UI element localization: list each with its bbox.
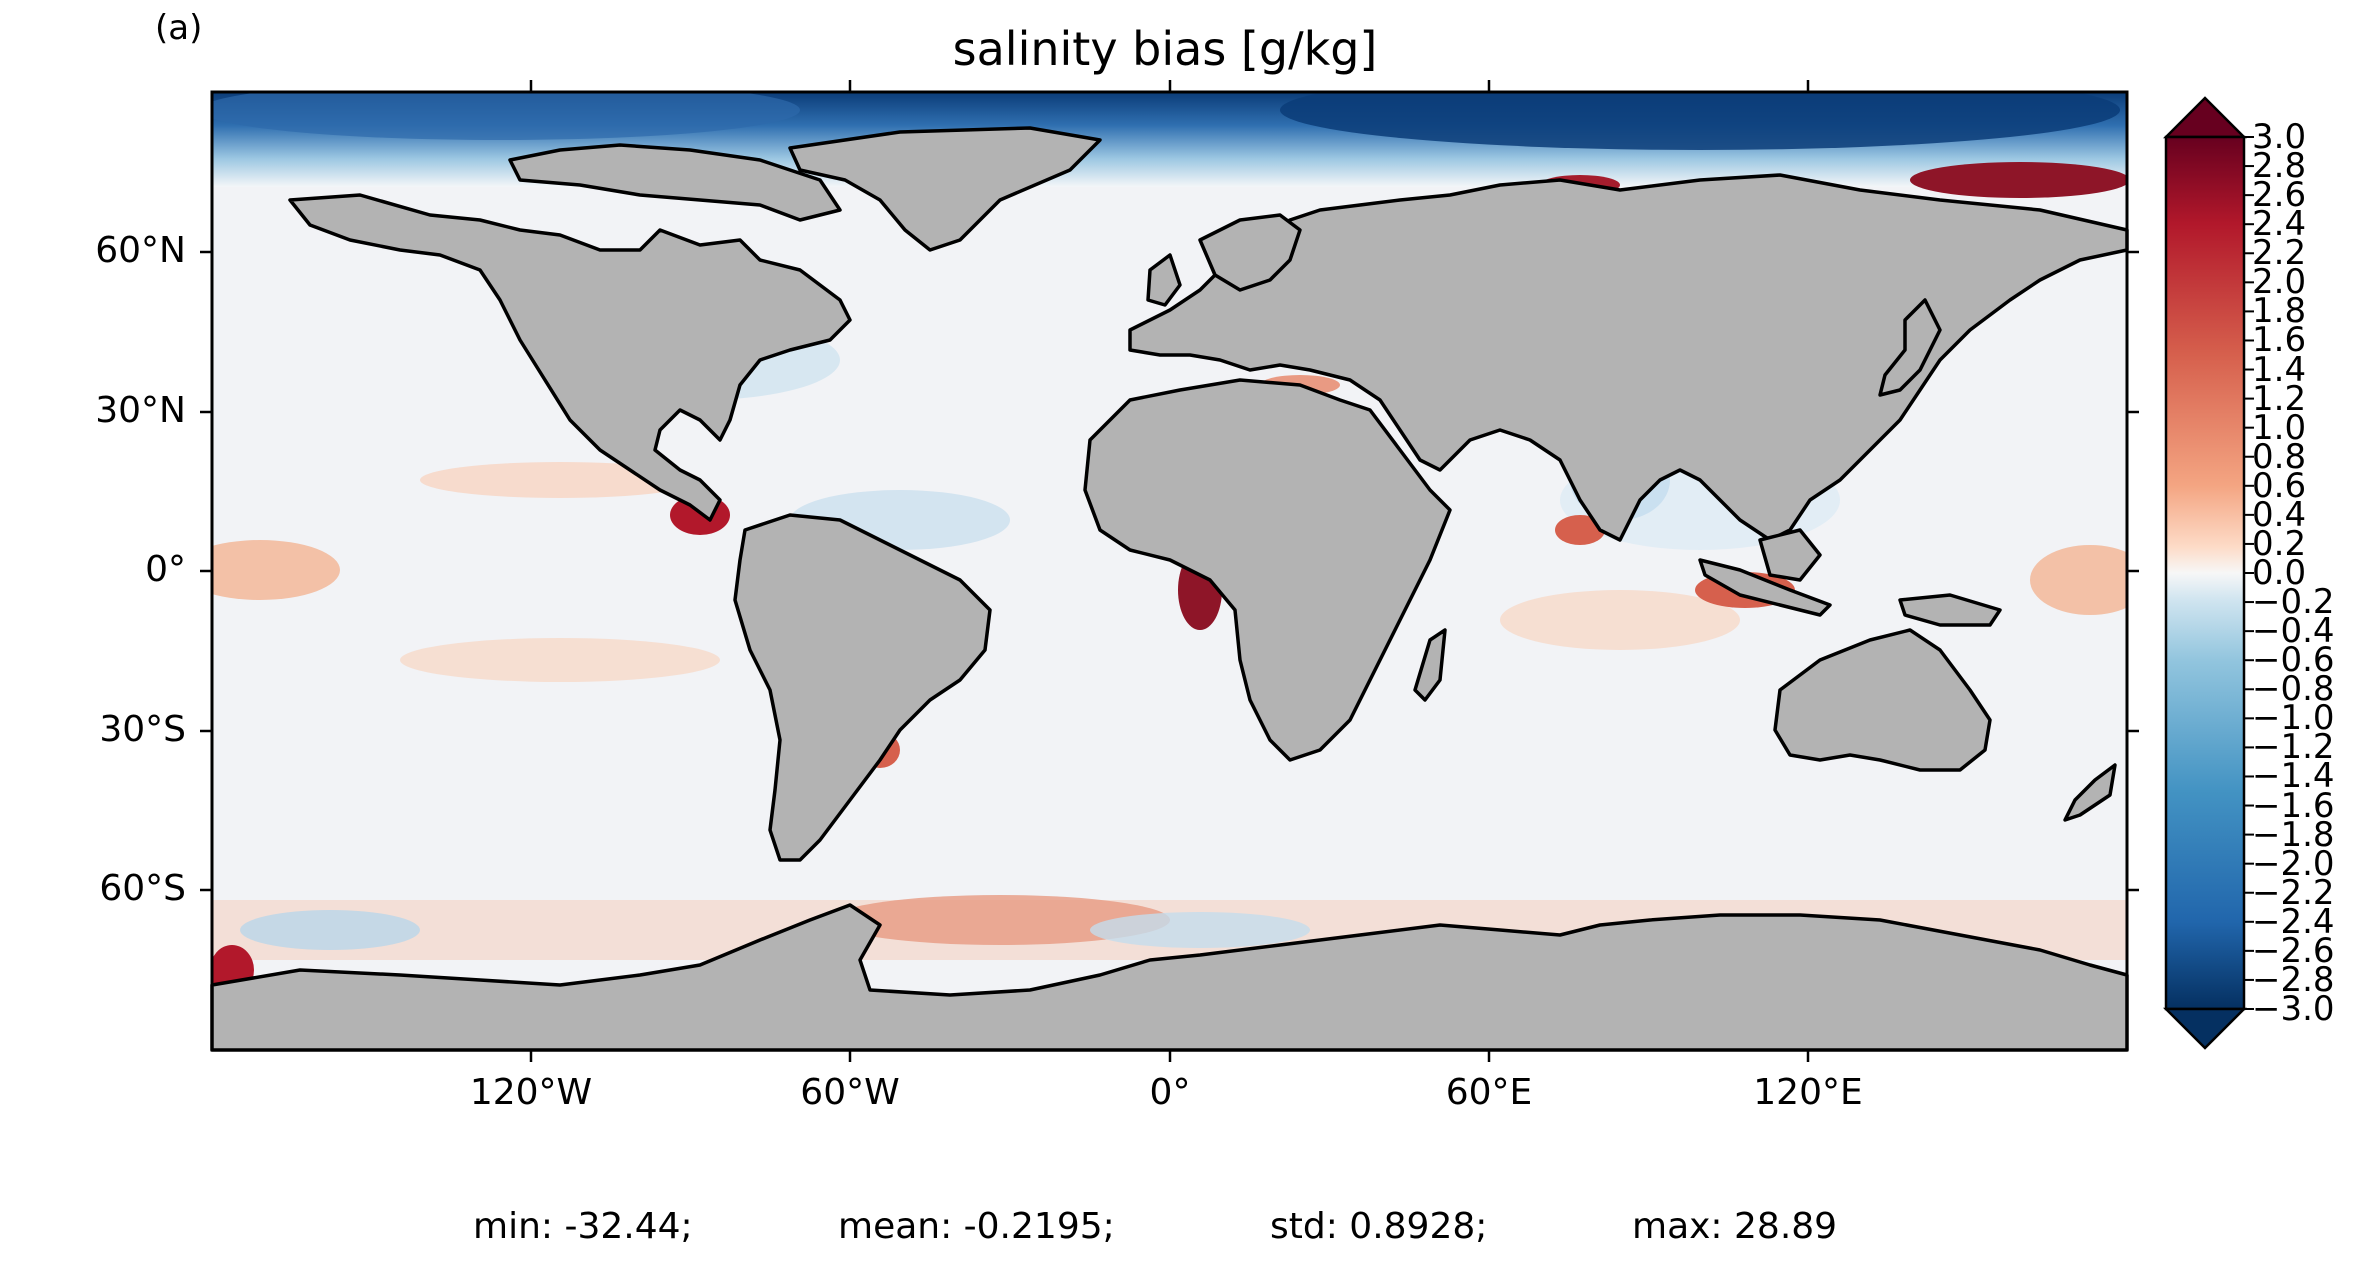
colorbar-tick-label: −2.4	[2252, 901, 2335, 942]
colorbar-tick-label: 2.2	[2252, 233, 2307, 274]
south-america	[733, 513, 992, 862]
british-isles	[1146, 253, 1182, 307]
lat-label-0: 0°	[145, 549, 186, 590]
lon-label-120e: 120°E	[1753, 1072, 1863, 1113]
lat-label-60s: 60°S	[99, 868, 186, 909]
north-america	[288, 193, 852, 522]
eurasia	[1128, 173, 2129, 542]
japan	[1878, 298, 1942, 397]
colorbar-tick-label: −1.2	[2252, 727, 2335, 768]
colorbar-tick-label: −2.8	[2252, 959, 2335, 1000]
colorbar-tick-label: −0.2	[2252, 582, 2335, 623]
colorbar-tick-label: 1.6	[2252, 320, 2307, 361]
colorbar-tick-label: 2.8	[2252, 146, 2307, 187]
scandinavia	[1198, 213, 1302, 292]
lat-ticks	[200, 250, 2139, 892]
lon-label-60e: 60°E	[1445, 1072, 1533, 1113]
greenland	[788, 126, 1102, 252]
lat-label-30s: 30°S	[99, 709, 186, 750]
colorbar-tick-label: −1.4	[2252, 756, 2335, 797]
borneo	[1758, 528, 1822, 582]
colorbar-tick-label: −1.8	[2252, 814, 2335, 855]
colorbar-tick-label: −0.4	[2252, 611, 2335, 652]
colorbar-tick-label: 1.8	[2252, 291, 2307, 332]
map-title: salinity bias [g/kg]	[952, 22, 1378, 76]
afro-eurasia	[1083, 378, 1452, 762]
lon-label-120w: 120°W	[469, 1072, 593, 1113]
stat-mean: mean: -0.2195;	[838, 1206, 1115, 1247]
colorbar-tick-label: −2.0	[2252, 843, 2335, 884]
lon-ticks	[529, 80, 1810, 1062]
colorbar-extend-top	[2162, 96, 2248, 139]
colorbar-tick-label: 2.6	[2252, 175, 2307, 216]
colorbar-extend-bottom	[2162, 1007, 2248, 1050]
colorbar	[2162, 96, 2254, 1050]
stat-max: max: 28.89	[1632, 1206, 1838, 1247]
colorbar-tick-label: 0.8	[2252, 436, 2307, 477]
land	[210, 126, 2129, 1052]
lat-label-30n: 30°N	[95, 390, 186, 431]
antarctica	[210, 903, 2129, 1052]
colorbar-tick-label: −2.6	[2252, 930, 2335, 971]
colorbar-tick-label: 1.4	[2252, 349, 2307, 390]
indonesia	[1698, 558, 1832, 617]
colorbar-tick-label: 0.6	[2252, 465, 2307, 506]
stat-std: std: 0.8928;	[1270, 1206, 1488, 1247]
stat-min: min: -32.44;	[473, 1206, 693, 1247]
new-guinea	[1898, 593, 2002, 627]
colorbar-tick-label: −1.0	[2252, 698, 2335, 739]
colorbar-tick-label: −1.6	[2252, 785, 2335, 826]
madagascar	[1413, 628, 1447, 702]
colorbar-tick-label: 2.4	[2252, 204, 2307, 245]
colorbar-body	[2164, 135, 2246, 1011]
canadian-archipelago	[508, 143, 842, 222]
colorbar-tick-label: 3.0	[2252, 117, 2307, 157]
australia	[1773, 628, 1992, 772]
colorbar-tick-label: 0.2	[2252, 523, 2307, 564]
colorbar-tick-label: 0.4	[2252, 494, 2307, 535]
lon-label-60w: 60°W	[800, 1072, 900, 1113]
colorbar-tick-label: −3.0	[2252, 989, 2335, 1029]
lat-label-60n: 60°N	[95, 230, 186, 271]
colorbar-tick-label: 1.0	[2252, 407, 2307, 448]
colorbar-tick-label: −2.2	[2252, 872, 2335, 913]
lon-label-0: 0°	[1149, 1072, 1191, 1113]
panel-label: (a)	[155, 8, 203, 48]
new-zealand	[2063, 763, 2117, 822]
colorbar-tick-label: 1.2	[2252, 378, 2307, 419]
colorbar-tick-label: 2.0	[2252, 262, 2307, 303]
colorbar-tick-label: 0.0	[2252, 553, 2307, 593]
colorbar-tick-label: −0.8	[2252, 669, 2335, 710]
colorbar-tick-label: −0.6	[2252, 640, 2335, 681]
